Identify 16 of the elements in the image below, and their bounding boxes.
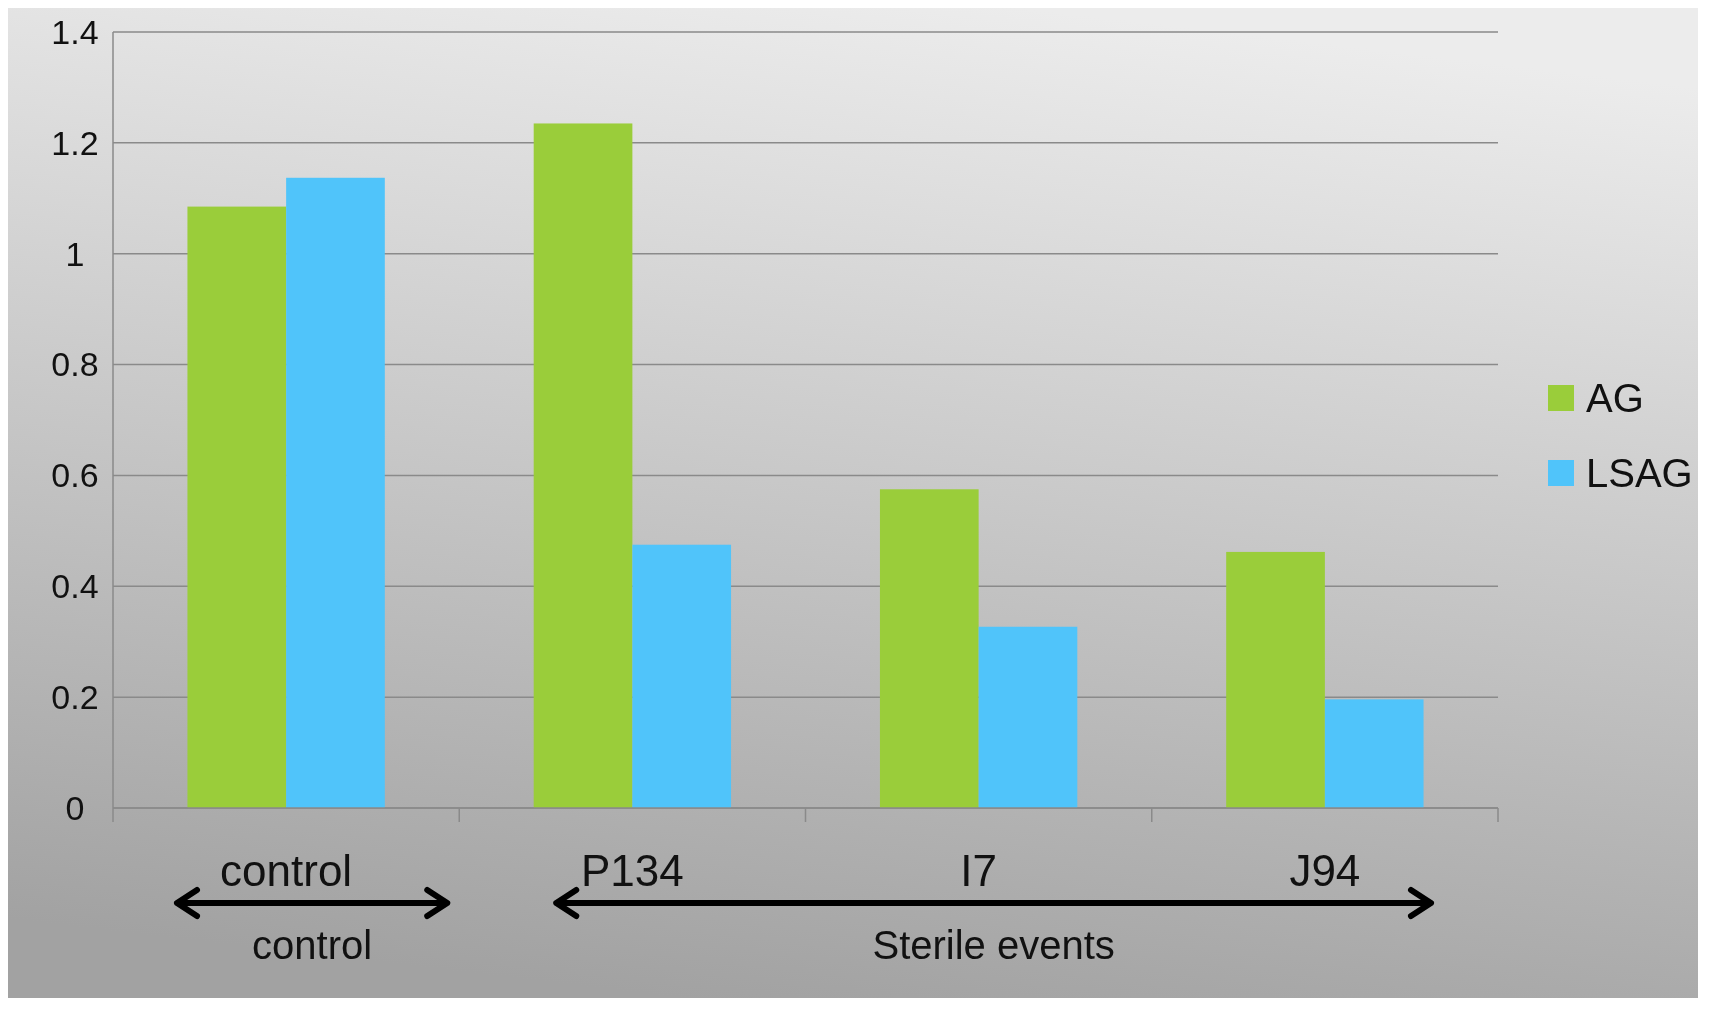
y-tick-label: 0.6 xyxy=(51,456,99,495)
text: control xyxy=(252,923,373,967)
legend-label: AG xyxy=(1586,376,1644,420)
y-tick-label: 1.4 xyxy=(51,12,99,51)
x-tick-label: I7 xyxy=(960,846,997,895)
y-tick-label: 1 xyxy=(65,234,85,273)
y-tick-label: 0 xyxy=(65,788,85,827)
legend-label: LSAG xyxy=(1586,451,1693,495)
x-tick-label: control xyxy=(220,846,353,895)
y-tick-label: 0.8 xyxy=(51,345,99,384)
text: Sterile events xyxy=(872,923,1115,967)
y-tick-label: 0.4 xyxy=(51,567,99,606)
y-tick-label: 1.2 xyxy=(51,123,99,162)
y-tick-label: 0.2 xyxy=(51,678,99,717)
x-tick-label: P134 xyxy=(580,846,684,895)
x-tick-label: J94 xyxy=(1289,846,1361,895)
